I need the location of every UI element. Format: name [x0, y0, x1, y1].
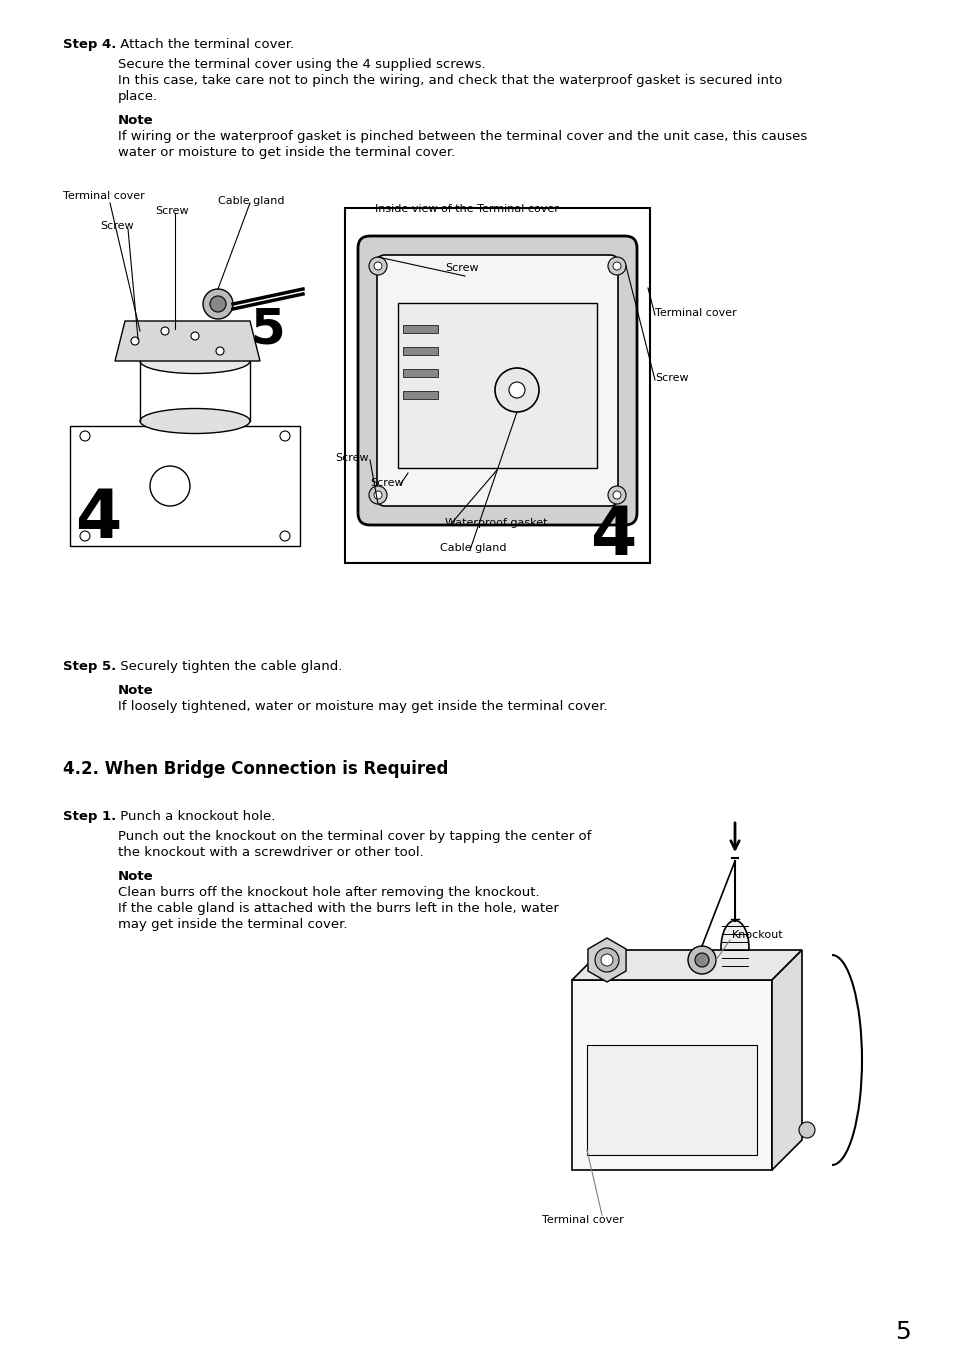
Circle shape — [161, 327, 169, 335]
Circle shape — [369, 486, 387, 504]
Text: Securely tighten the cable gland.: Securely tighten the cable gland. — [116, 661, 342, 673]
Text: If the cable gland is attached with the burrs left in the hole, water: If the cable gland is attached with the … — [118, 902, 558, 915]
Text: Secure the terminal cover using the 4 supplied screws.: Secure the terminal cover using the 4 su… — [118, 58, 485, 72]
Bar — [402, 390, 437, 399]
Text: Screw: Screw — [100, 222, 133, 231]
Text: 5: 5 — [250, 305, 284, 354]
Circle shape — [131, 336, 139, 345]
Text: In this case, take care not to pinch the wiring, and check that the waterproof g: In this case, take care not to pinch the… — [118, 74, 781, 86]
Circle shape — [280, 531, 290, 540]
Circle shape — [695, 952, 708, 967]
Circle shape — [191, 332, 199, 340]
Bar — [397, 303, 597, 467]
Circle shape — [687, 946, 716, 974]
Bar — [402, 369, 437, 377]
Ellipse shape — [140, 408, 250, 434]
Bar — [402, 347, 437, 355]
Circle shape — [215, 347, 224, 355]
Text: Knockout: Knockout — [731, 929, 782, 940]
Text: Note: Note — [118, 684, 153, 697]
Text: the knockout with a screwdriver or other tool.: the knockout with a screwdriver or other… — [118, 846, 423, 859]
Text: Screw: Screw — [154, 205, 189, 216]
Bar — [572, 979, 771, 1170]
Circle shape — [799, 1121, 814, 1138]
Circle shape — [280, 431, 290, 440]
Text: Step 1.: Step 1. — [63, 811, 116, 823]
Text: Clean burrs off the knockout hole after removing the knockout.: Clean burrs off the knockout hole after … — [118, 886, 539, 898]
Circle shape — [600, 954, 613, 966]
Circle shape — [80, 431, 90, 440]
Polygon shape — [771, 950, 801, 1170]
Bar — [345, 208, 649, 563]
Text: Terminal cover: Terminal cover — [63, 190, 145, 201]
Text: 4: 4 — [589, 503, 636, 569]
Text: If wiring or the waterproof gasket is pinched between the terminal cover and the: If wiring or the waterproof gasket is pi… — [118, 130, 806, 143]
Polygon shape — [587, 938, 625, 982]
Text: Cable gland: Cable gland — [439, 543, 506, 553]
Text: Punch out the knockout on the terminal cover by tapping the center of: Punch out the knockout on the terminal c… — [118, 830, 591, 843]
FancyBboxPatch shape — [376, 255, 618, 507]
Text: Screw: Screw — [370, 478, 403, 488]
Text: may get inside the terminal cover.: may get inside the terminal cover. — [118, 917, 347, 931]
Circle shape — [374, 490, 381, 499]
Text: place.: place. — [118, 91, 158, 103]
Bar — [586, 1046, 757, 1155]
Ellipse shape — [720, 920, 748, 975]
Text: Inside view of the Terminal cover: Inside view of the Terminal cover — [375, 204, 558, 213]
Text: Note: Note — [118, 870, 153, 884]
Text: 4: 4 — [75, 486, 121, 553]
Text: Screw: Screw — [444, 263, 478, 273]
Ellipse shape — [140, 349, 250, 373]
Text: 5: 5 — [894, 1320, 910, 1344]
Circle shape — [613, 262, 620, 270]
Circle shape — [607, 257, 625, 276]
Text: Punch a knockout hole.: Punch a knockout hole. — [116, 811, 275, 823]
Text: Attach the terminal cover.: Attach the terminal cover. — [116, 38, 294, 51]
Text: Note: Note — [118, 113, 153, 127]
Circle shape — [607, 486, 625, 504]
Polygon shape — [115, 322, 260, 361]
Text: Screw: Screw — [335, 453, 368, 463]
Bar — [402, 326, 437, 332]
Circle shape — [210, 296, 226, 312]
Text: water or moisture to get inside the terminal cover.: water or moisture to get inside the term… — [118, 146, 455, 159]
Text: Terminal cover: Terminal cover — [541, 1215, 623, 1225]
Text: Step 4.: Step 4. — [63, 38, 116, 51]
Polygon shape — [572, 950, 801, 979]
Text: Screw: Screw — [655, 373, 688, 382]
Text: If loosely tightened, water or moisture may get inside the terminal cover.: If loosely tightened, water or moisture … — [118, 700, 607, 713]
Circle shape — [509, 382, 524, 399]
Circle shape — [495, 367, 538, 412]
Text: Waterproof gasket: Waterproof gasket — [444, 517, 547, 528]
FancyBboxPatch shape — [357, 236, 637, 526]
Text: Cable gland: Cable gland — [218, 196, 284, 205]
Text: 4.2. When Bridge Connection is Required: 4.2. When Bridge Connection is Required — [63, 761, 448, 778]
Circle shape — [203, 289, 233, 319]
Circle shape — [613, 490, 620, 499]
Circle shape — [374, 262, 381, 270]
Circle shape — [595, 948, 618, 971]
Circle shape — [369, 257, 387, 276]
Text: Step 5.: Step 5. — [63, 661, 116, 673]
Text: Terminal cover: Terminal cover — [655, 308, 736, 317]
Circle shape — [80, 531, 90, 540]
